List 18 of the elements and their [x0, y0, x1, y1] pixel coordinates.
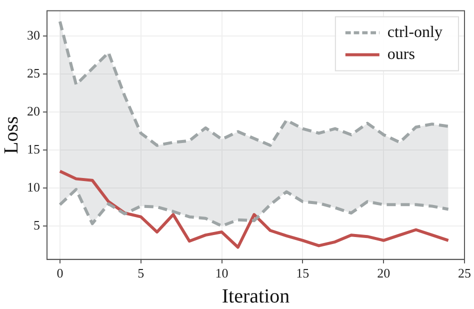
y-axis-title: Loss	[0, 116, 22, 154]
y-tick-label: 30	[27, 27, 40, 42]
legend-label: ctrl-only	[387, 24, 442, 42]
legend-label: ours	[387, 46, 415, 64]
x-tick-label: 15	[296, 266, 310, 281]
line-series	[58, 188, 450, 228]
x-tick-label: 10	[215, 266, 228, 281]
x-tick-label: 25	[458, 266, 471, 281]
x-axis-title: Iteration	[222, 285, 290, 308]
line-series	[58, 20, 450, 147]
x-tick-label: 5	[138, 266, 144, 281]
y-tick-label: 25	[27, 65, 40, 80]
y-tick-label: 5	[34, 217, 40, 232]
x-tick-label: 0	[56, 266, 64, 281]
y-tick-label: 10	[27, 179, 40, 194]
y-tick-label: 20	[27, 103, 40, 118]
x-tick-label: 20	[377, 266, 390, 281]
y-tick-label: 15	[27, 141, 40, 156]
